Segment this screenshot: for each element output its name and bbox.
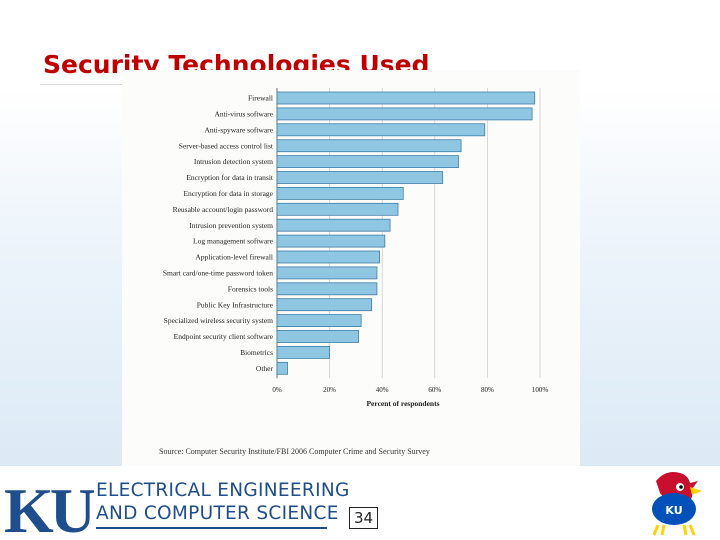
bar <box>276 155 459 168</box>
category-label: Application-level firewall <box>195 253 273 262</box>
bar <box>276 123 486 137</box>
bar <box>276 234 386 248</box>
bar <box>276 139 462 153</box>
category-label: Firewall <box>248 94 273 103</box>
bar <box>276 171 444 184</box>
category-label: Intrusion detection system <box>194 157 273 166</box>
bar <box>276 330 359 343</box>
bar <box>276 314 362 328</box>
bar <box>276 298 373 312</box>
category-label: Public Key Infrastructure <box>197 300 274 309</box>
category-label: Anti-spyware software <box>204 125 273 134</box>
source-note: Source: Computer Security Institute/FBI … <box>159 447 430 456</box>
bar <box>276 91 536 105</box>
bar <box>276 202 399 216</box>
bar-chart: Firewall Anti-virus software Anti-spyware … <box>163 88 549 408</box>
x-tick-label: 20% <box>323 386 336 394</box>
category-label: Encryption for data in transit <box>186 173 274 182</box>
x-tick-label: 0% <box>272 386 282 394</box>
category-label: Reusable account/login password <box>173 205 274 214</box>
category-label: Forensics tools <box>228 284 273 293</box>
category-label: Anti-virus software <box>214 110 273 119</box>
bar <box>276 218 391 232</box>
category-label: Intrusion prevention system <box>189 221 273 230</box>
category-label: Specialized wireless security system <box>164 316 274 325</box>
x-tick-label: 60% <box>428 386 441 394</box>
category-label: Server-based access control list <box>179 141 274 150</box>
category-label: Other <box>256 364 274 373</box>
x-axis-label: Percent of respondents <box>366 399 439 408</box>
ku-logo: KU <box>4 477 94 537</box>
department-name-line2: AND COMPUTER SCIENCE <box>96 503 339 524</box>
bar <box>276 282 378 296</box>
ku-logo-text: KU <box>4 477 94 537</box>
jayhawk-mascot-icon: KU <box>652 472 702 536</box>
page-number: 34 <box>349 507 378 529</box>
footer-divider <box>96 527 327 529</box>
category-label: Encryption for data in storage <box>183 189 273 198</box>
bar <box>276 266 378 280</box>
bar <box>276 361 288 375</box>
bar <box>276 250 380 264</box>
category-label: Endpoint security client software <box>174 332 274 341</box>
bar <box>276 107 533 121</box>
category-label: Log management software <box>193 237 274 246</box>
x-tick-label: 40% <box>376 386 389 394</box>
chart-figure: Firewall Anti-virus software Anti-spyware … <box>122 70 580 466</box>
category-label: Biometrics <box>240 348 273 357</box>
x-tick-label: 80% <box>481 386 494 394</box>
bar <box>276 187 404 200</box>
department-name-line1: ELECTRICAL ENGINEERING <box>96 480 350 501</box>
jayhawk-ku-text: KU <box>665 504 682 517</box>
bar <box>276 345 330 359</box>
category-label: Smart card/one-time password token <box>163 269 273 278</box>
x-tick-label: 100% <box>532 386 549 394</box>
